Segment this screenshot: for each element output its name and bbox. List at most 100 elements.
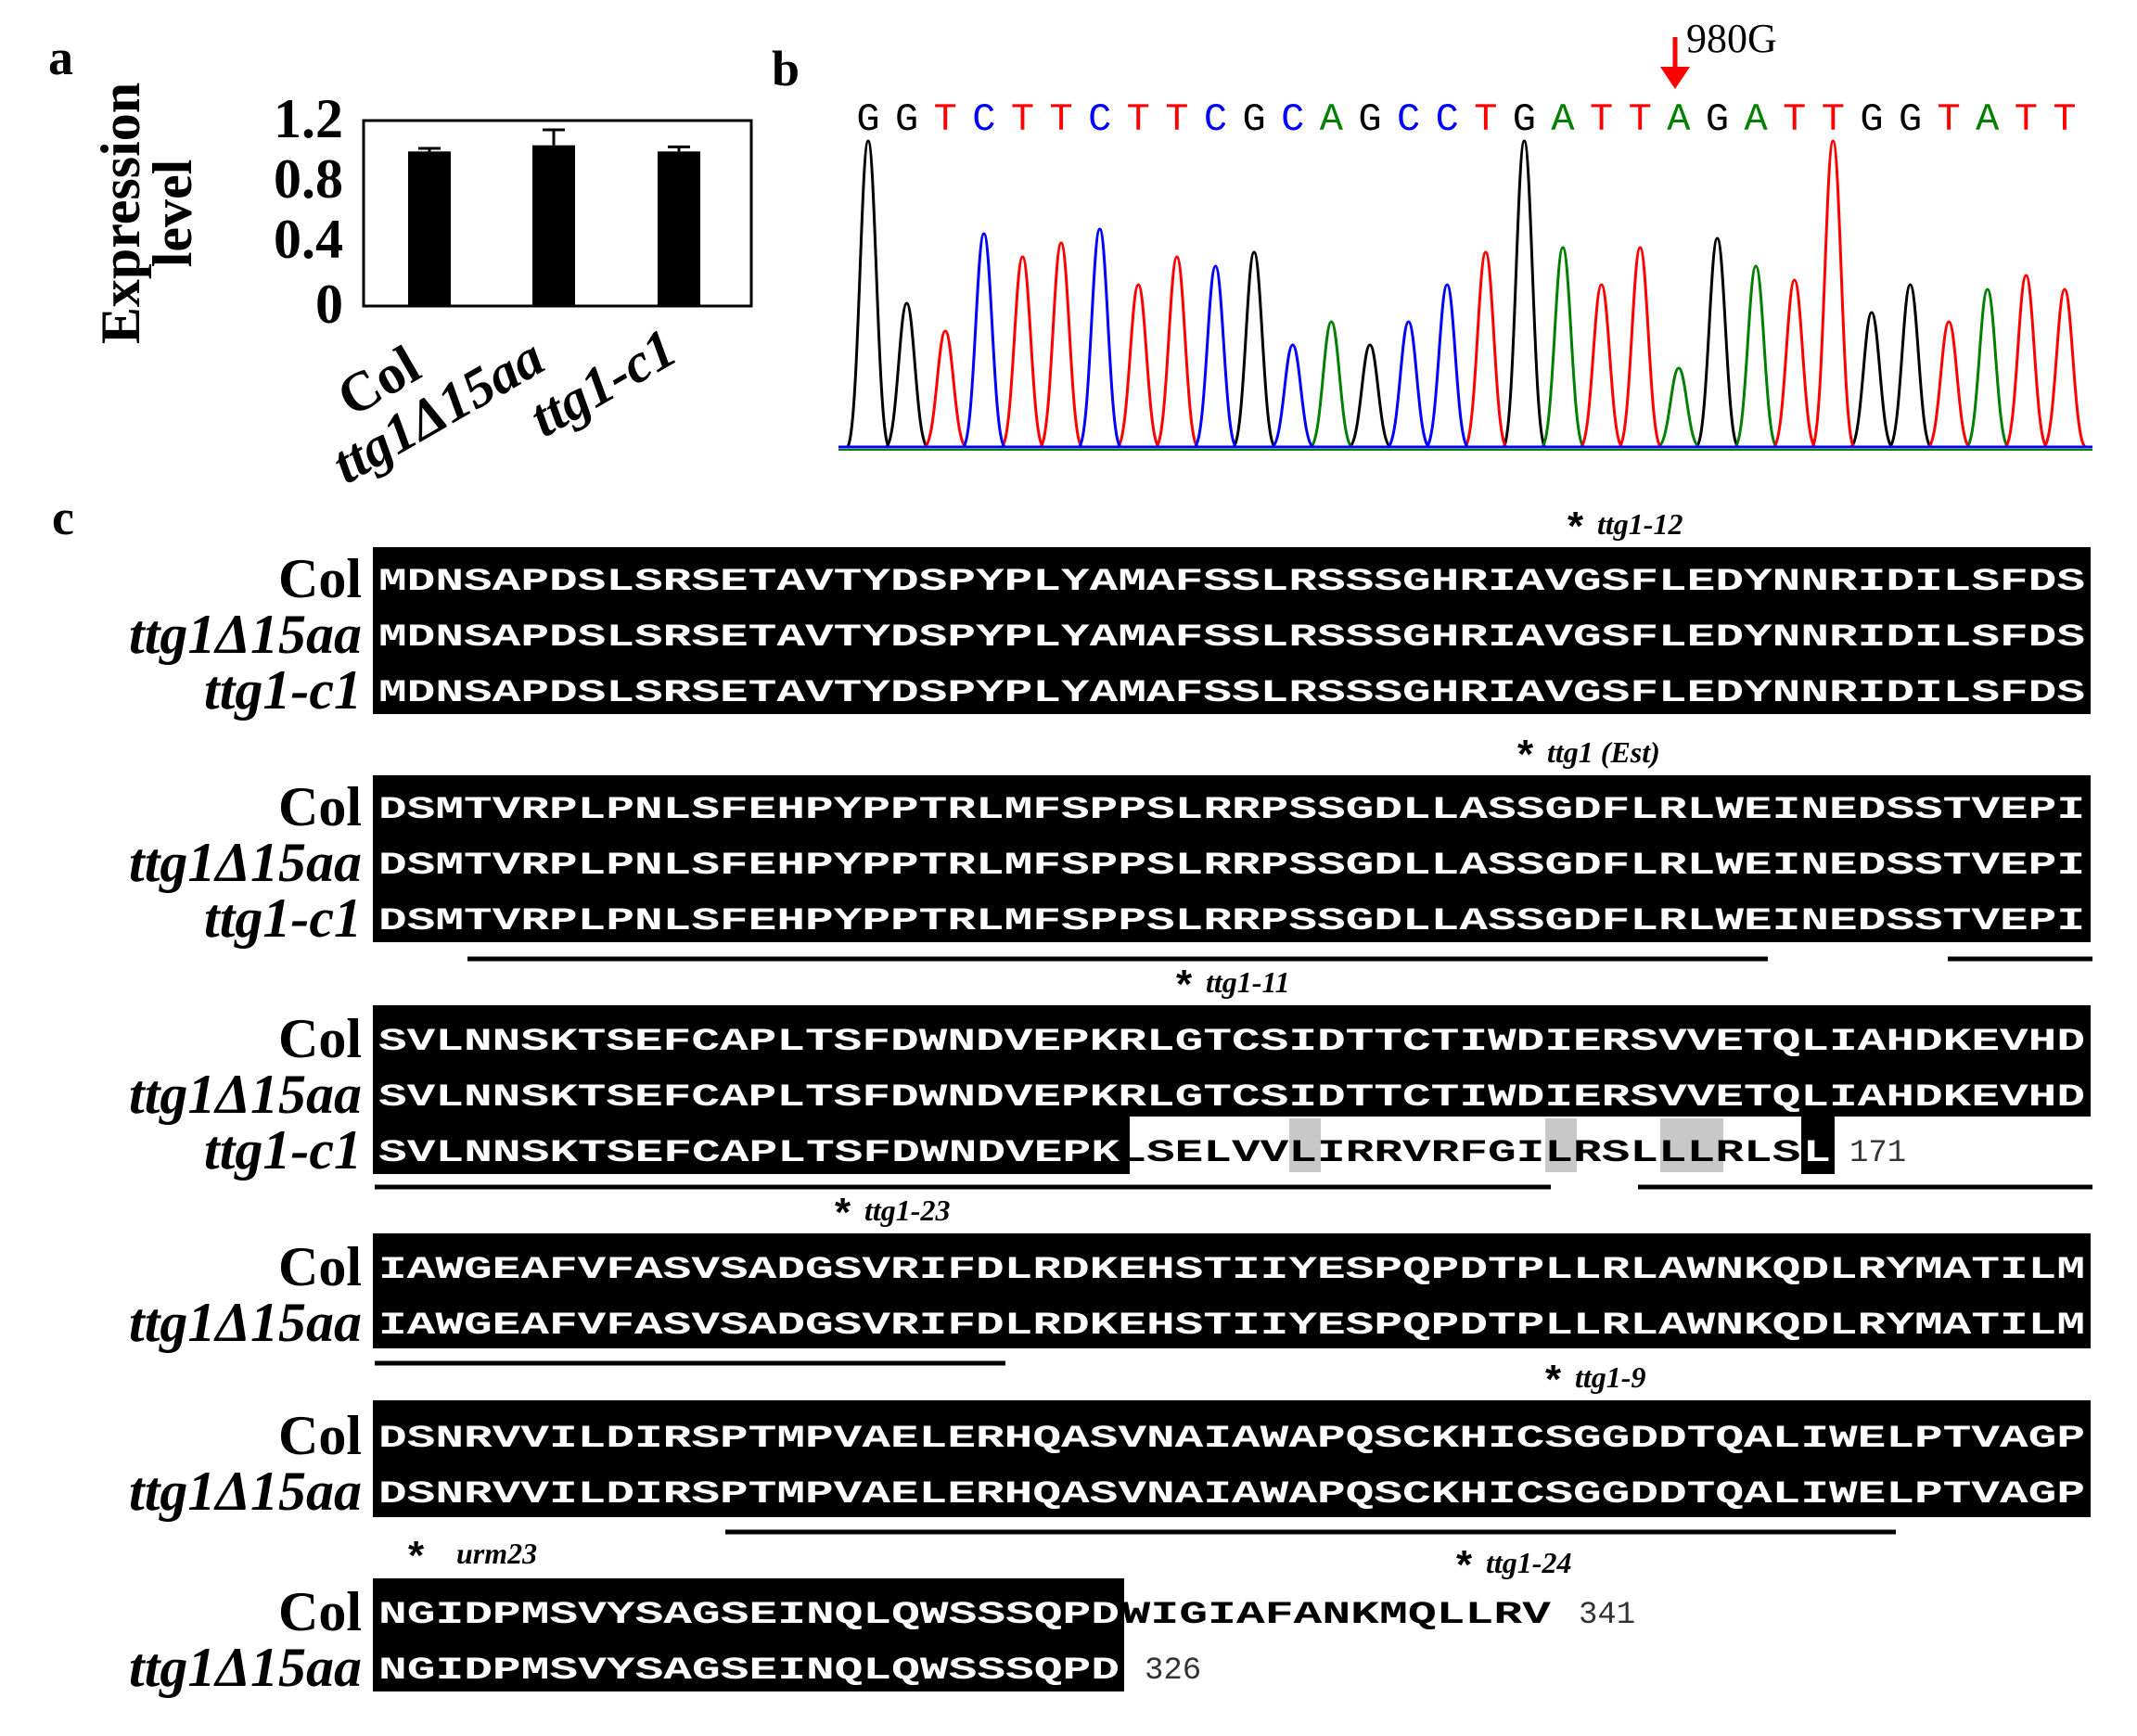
base-call: C	[1436, 97, 1459, 142]
base-call: C	[1397, 97, 1420, 142]
base-call: T	[1629, 97, 1652, 142]
alignment-block-1: * ttg1-12 Col ttg1Δ15aa ttg1-c1 MDNSAPDS…	[129, 504, 2091, 721]
row-name: ttg1Δ15aa	[129, 604, 362, 665]
ylabel-line-2: level	[142, 160, 203, 268]
mutation-marker-label: ttg1-12	[1597, 507, 1683, 541]
base-call: T	[1165, 97, 1188, 142]
base-call: C	[972, 97, 995, 142]
base-call: G	[1860, 97, 1883, 142]
bar	[408, 151, 451, 306]
base-call: A	[1551, 97, 1575, 142]
conserved-block	[373, 1117, 1130, 1174]
base-call: G	[1358, 97, 1381, 142]
base-call: G	[1243, 97, 1266, 142]
ylabel-line-1: Expression	[90, 83, 151, 344]
base-call: A	[1667, 97, 1691, 142]
asterisk-marker: *	[1568, 504, 1584, 549]
sequence-row: SVLNNSKTSEFCAPLTSFDWNDVEPKRLGTCSIDTTCTIW…	[378, 1080, 2085, 1116]
sequence-end-number: 341	[1579, 1598, 1635, 1633]
conserved-block	[373, 1400, 2091, 1517]
sequence-row: SVLNNSKTSEFCAPLTSFDWNDVEPKRLGTCSIDTTCTIW…	[378, 1025, 2085, 1060]
base-call: T	[2053, 97, 2076, 142]
plot-frame	[362, 119, 753, 308]
base-call: A	[1976, 97, 2000, 142]
row-name: Col	[278, 1236, 362, 1297]
base-call: C	[1281, 97, 1304, 142]
sequence-row: MDNSAPDSLSRSETAVTYDSPYPLYAMAFSSLRSSSGHRI…	[378, 565, 2085, 600]
conserved-prefix: SVLNNSKTSEFCAPLTSFDWNDVEPK	[378, 1136, 1120, 1171]
base-call: G	[856, 97, 879, 142]
chromatogram-trace	[838, 139, 2092, 451]
panel-c-letter: c	[52, 490, 74, 545]
base-call: G	[895, 97, 918, 142]
base-call: T	[1783, 97, 1806, 142]
conserved-prefix: NGIDPMSVYSAGSEINQLQWSSSQPD	[378, 1598, 1120, 1633]
sequence-row: MDNSAPDSLSRSETAVTYDSPYPLYAMAFSSLRSSSGHRI…	[378, 620, 2085, 656]
panel-a-letter: a	[48, 30, 73, 85]
bar	[532, 145, 575, 306]
trace-peaks	[1309, 246, 2011, 449]
row-name: ttg1Δ15aa	[129, 1637, 362, 1698]
base-call: G	[1899, 97, 1922, 142]
base-call: T	[1049, 97, 1072, 142]
bar-group	[408, 128, 700, 306]
row-name: Col	[278, 548, 362, 609]
row-name: ttg1Δ15aa	[129, 1292, 362, 1353]
row-name: ttg1-c1	[204, 887, 362, 949]
category-label-c1: ttg1-c1	[519, 317, 686, 449]
base-call: C	[1088, 97, 1111, 142]
conserved-residue: L	[1803, 1136, 1831, 1171]
asterisk-marker: *	[835, 1190, 851, 1235]
base-call: T	[2015, 97, 2038, 142]
trace-peaks	[922, 139, 2088, 449]
sequence-row: IAWGEAFVFASVSADGSVRIFDLRDKEHSTIIYESPQPDT…	[378, 1253, 2085, 1288]
ytick-label: 1.2	[274, 88, 343, 149]
mutation-marker-label: ttg1-11	[1206, 965, 1290, 999]
ytick-label: 0	[315, 274, 343, 335]
asterisk-marker: *	[408, 1533, 425, 1578]
base-call: T	[1474, 97, 1497, 142]
asterisk-marker: *	[1517, 732, 1534, 777]
panel-c: c * ttg1-12 Col ttg1Δ15aa ttg1-c1 MDNSAP…	[52, 490, 2092, 1698]
row-name: Col	[278, 1008, 362, 1069]
similarity-highlight	[1545, 1118, 1577, 1172]
base-call: G	[1706, 97, 1729, 142]
alignment-block-3: * ttg1-11 Col ttg1Δ15aa ttg1-c1 SVLNNSKT…	[129, 962, 2092, 1190]
row-name: ttg1-c1	[204, 1119, 362, 1181]
mutation-marker-label: ttg1-23	[864, 1194, 950, 1227]
panel-a: a Expression level 1.2 0.8 0.4 0 Col ttg…	[48, 30, 753, 495]
base-call: G	[1513, 97, 1536, 142]
sequence-row: MDNSAPDSLSRSETAVTYDSPYPLYAMAFSSLRSSSGHRI…	[378, 676, 2085, 711]
mutation-marker-label: ttg1 (Est)	[1547, 735, 1660, 769]
sequence-row: IAWGEAFVFASVSADGSVRIFDLRDKEHSTIIYESPQPDT…	[378, 1308, 2085, 1344]
sequence-row: NGIDPMSVYSAGSEINQLQWSSSQPD	[378, 1653, 1120, 1689]
similarity-highlight	[1660, 1118, 1723, 1172]
base-call: C	[1204, 97, 1227, 142]
base-call: T	[934, 97, 957, 142]
conserved-block	[373, 1578, 1124, 1691]
base-call: T	[1938, 97, 1961, 142]
asterisk-marker: *	[1456, 1542, 1473, 1588]
similarity-highlight	[1289, 1118, 1321, 1172]
sequence-row: DSMTVRPLPNLSFEHPYPPTRLMFSPPSLRRPSSGDLLAS…	[378, 904, 2085, 939]
alignment-block-6: * urm23 * ttg1-24 Col ttg1Δ15aa NGIDPMSV…	[129, 1533, 1635, 1698]
sequence-row: DSNRVVILDIRSPTMPVAELERHQASVNAIAWAPQSCKHI…	[378, 1422, 2085, 1457]
mutation-label: 980G	[1686, 16, 1777, 61]
base-call: A	[1320, 97, 1344, 142]
sequence-row: NGIDPMSVYSAGSEINQLQWSSSQPDWIGIAFANKMQLLR…	[378, 1598, 1552, 1633]
sequence-row: DSMTVRPLPNLSFEHPYPPTRLMFSPPSLRRPSSGDLLAS…	[378, 849, 2085, 884]
ylabel: Expression level	[90, 83, 203, 344]
sequence-end-number: 171	[1849, 1136, 1906, 1171]
base-call: T	[1822, 97, 1845, 142]
mutation-marker-label: ttg1-9	[1575, 1360, 1645, 1394]
conserved-block	[1801, 1117, 1835, 1174]
base-call: T	[1590, 97, 1613, 142]
alignment-block-2: * ttg1 (Est) Col ttg1Δ15aa ttg1-c1 DSMTV…	[129, 732, 2092, 962]
conserved-block	[373, 1005, 2091, 1117]
row-name: ttg1Δ15aa	[129, 1461, 362, 1522]
ytick-label: 0.4	[274, 209, 343, 270]
mutation-arrow	[1660, 37, 1690, 89]
